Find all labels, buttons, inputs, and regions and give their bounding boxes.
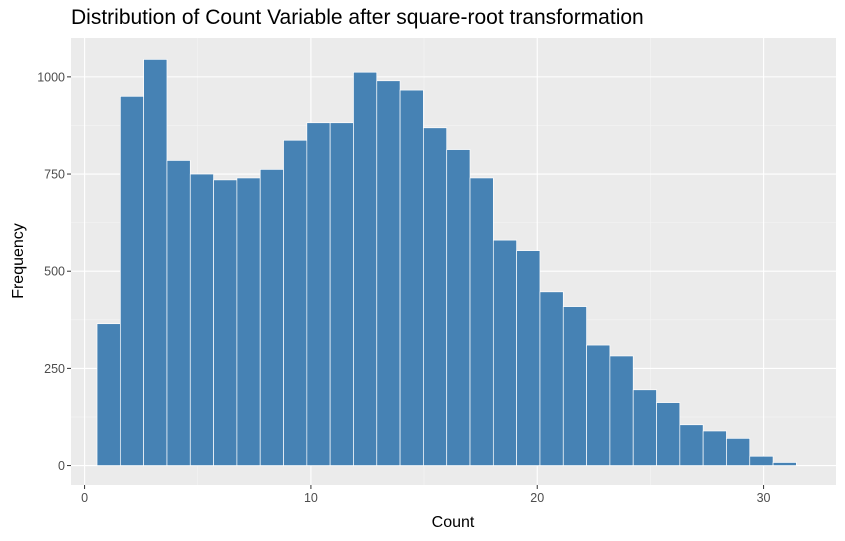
x-tick-label: 30 <box>757 491 771 505</box>
histogram-bar <box>586 344 611 466</box>
histogram-bar <box>143 59 168 466</box>
x-tick-label: 10 <box>304 491 318 505</box>
histogram-bar <box>749 455 774 466</box>
histogram-bar <box>702 430 727 466</box>
histogram-bar <box>189 173 214 466</box>
histogram-bar <box>236 177 261 466</box>
histogram-bar <box>283 139 308 466</box>
histogram-bar <box>399 89 424 466</box>
histogram-bar <box>772 462 797 466</box>
histogram-bar <box>516 250 541 466</box>
y-axis-label: Frequency <box>10 223 27 299</box>
histogram-bar <box>119 95 145 466</box>
histogram-bar <box>469 177 494 466</box>
histogram-bar <box>306 122 331 466</box>
axis-ticks: 0 10 20 30 0 250 500 750 1000 <box>37 70 770 505</box>
x-tick-label: 0 <box>81 491 88 505</box>
histogram-bar <box>96 323 121 466</box>
y-tick-label: 0 <box>58 459 65 473</box>
histogram-bar <box>259 169 284 466</box>
histogram-bar <box>376 80 401 466</box>
histogram-bar <box>679 424 704 466</box>
histogram-bar <box>353 71 378 466</box>
histogram-bar <box>166 160 191 466</box>
histogram-bar <box>632 389 657 466</box>
histogram-bar <box>423 127 448 466</box>
chart-title: Distribution of Count Variable after squ… <box>71 6 644 29</box>
histogram-bar <box>446 149 471 466</box>
x-axis-label: Count <box>432 514 475 531</box>
histogram-bar <box>492 239 517 466</box>
histogram-bar <box>656 402 681 466</box>
x-tick-label: 20 <box>530 491 544 505</box>
histogram-bars <box>96 59 797 466</box>
y-tick-label: 1000 <box>37 70 65 84</box>
y-tick-label: 500 <box>44 265 65 279</box>
histogram-bar <box>726 438 751 466</box>
histogram-bar <box>539 291 564 466</box>
histogram-bar <box>609 355 634 466</box>
histogram-bar <box>562 306 587 466</box>
histogram-bar <box>329 122 354 466</box>
histogram-bar <box>213 179 238 466</box>
y-tick-label: 250 <box>44 362 65 376</box>
y-tick-label: 750 <box>44 168 65 182</box>
